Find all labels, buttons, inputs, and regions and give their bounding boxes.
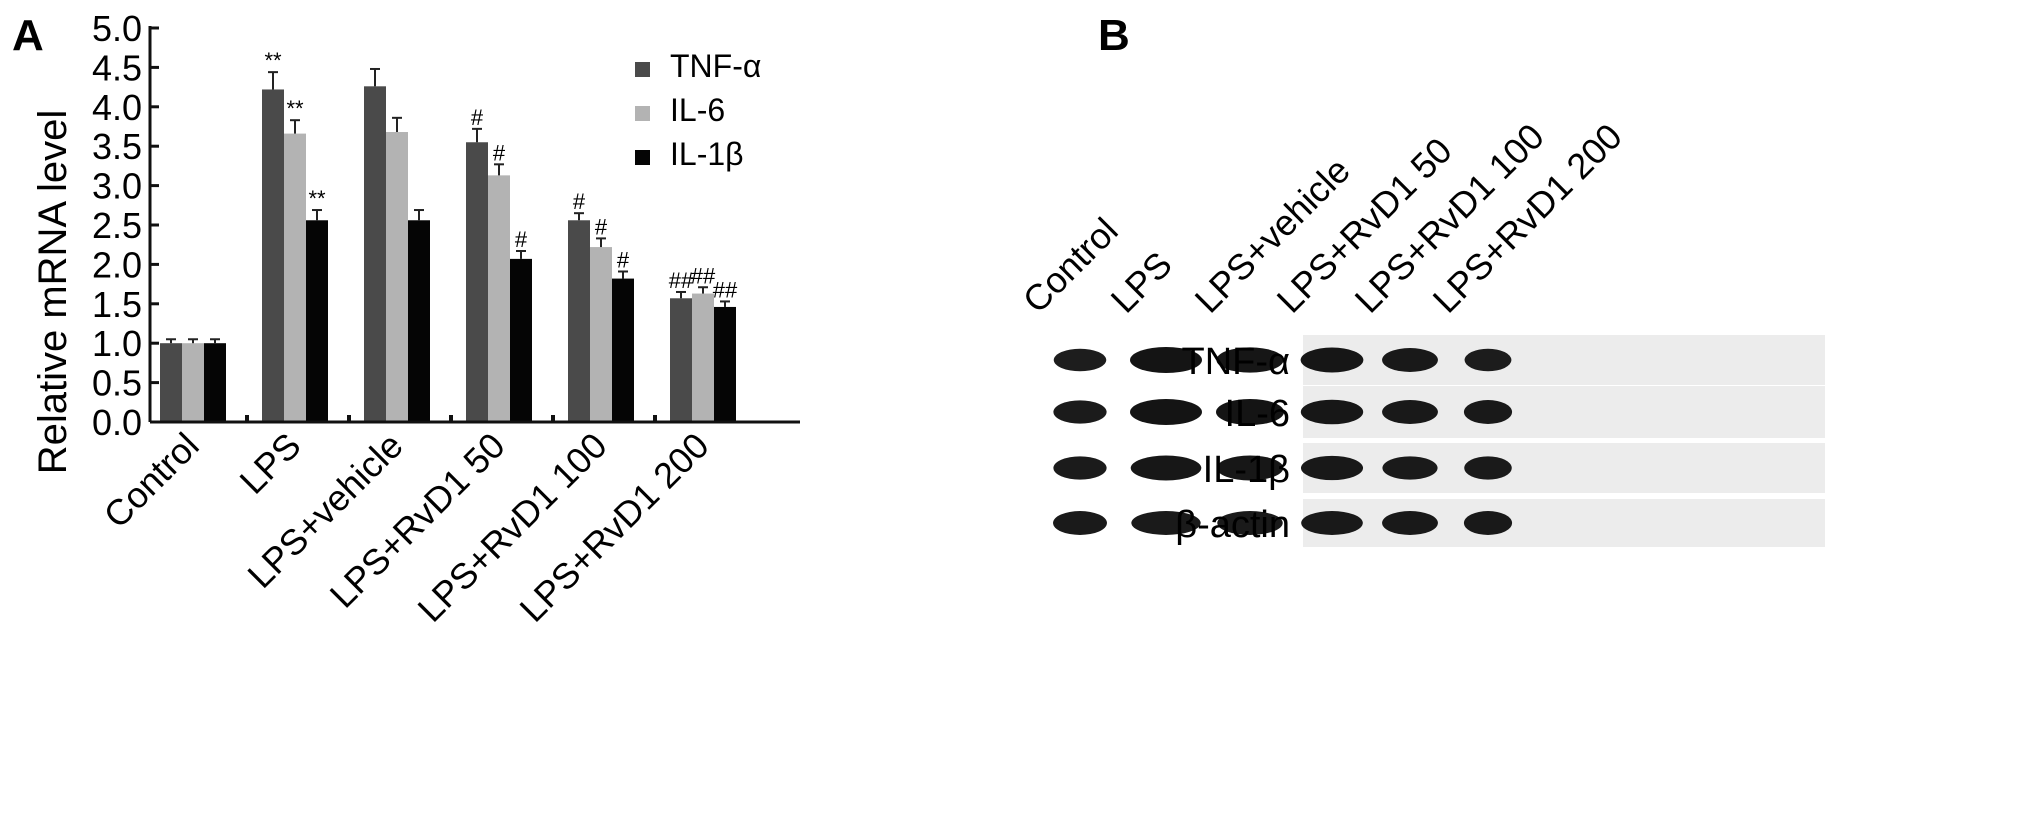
significance-label: # <box>471 105 484 130</box>
y-tick-label: 1.5 <box>92 284 142 325</box>
bar <box>306 220 328 422</box>
bar <box>488 175 510 422</box>
significance-label: ## <box>713 277 738 302</box>
x-tick-label: LPS <box>232 425 309 502</box>
blot-band <box>1300 347 1364 373</box>
legend-swatch <box>635 62 650 77</box>
y-tick-label: 1.0 <box>92 323 142 364</box>
blot-band <box>1382 400 1438 424</box>
significance-label: # <box>493 140 506 165</box>
blot-band <box>1053 400 1107 424</box>
blot-band <box>1464 456 1512 480</box>
blot-band <box>1130 399 1202 425</box>
y-tick-label: 5.0 <box>92 8 142 49</box>
significance-label: ** <box>286 96 304 121</box>
bar <box>692 293 714 422</box>
bar <box>714 306 736 422</box>
bar <box>466 142 488 422</box>
blot-band <box>1053 348 1107 372</box>
lane-label: Control <box>1015 210 1126 321</box>
panel-b-label: B <box>1098 11 1130 60</box>
bar <box>364 86 386 422</box>
y-tick-label: 0.0 <box>92 402 142 443</box>
blot-band <box>1463 511 1513 535</box>
legend-swatch <box>635 106 650 121</box>
bar <box>204 343 226 422</box>
blot-row-label: β-actin <box>1175 504 1290 546</box>
legend-swatch <box>635 150 650 165</box>
blot-band <box>1382 348 1438 372</box>
blot-band <box>1300 455 1364 481</box>
blot-band <box>1464 348 1512 372</box>
x-tick-label: LPS+RvD1 50 <box>322 425 513 616</box>
panel-a-label: A <box>12 11 44 60</box>
y-tick-label: 0.5 <box>92 363 142 404</box>
lane-label: LPS <box>1103 244 1180 321</box>
blot-row-label: IL-6 <box>1225 393 1290 435</box>
blot-strip <box>1303 443 1825 493</box>
y-axis-label: Relative mRNA level <box>31 110 75 475</box>
bar <box>182 343 204 422</box>
blot-strip <box>1303 386 1825 438</box>
significance-label: ## <box>691 263 716 288</box>
significance-label: # <box>617 247 630 272</box>
blot-band <box>1216 455 1284 481</box>
blot-band <box>1053 511 1107 535</box>
bar <box>284 133 306 423</box>
blot-band <box>1053 456 1107 480</box>
bar <box>670 298 692 422</box>
blot-band <box>1130 455 1202 481</box>
blot-strip <box>1303 499 1825 547</box>
legend-label: IL-1β <box>670 136 744 172</box>
blot-band <box>1216 399 1284 425</box>
significance-label: ** <box>264 48 282 73</box>
y-tick-label: 4.5 <box>92 47 142 88</box>
blot-band <box>1130 347 1202 373</box>
blot-band <box>1382 456 1438 480</box>
bar-chart: Relative mRNA level ******############ 0… <box>31 8 800 630</box>
y-tick-label: 4.0 <box>92 87 142 128</box>
bar <box>568 220 590 422</box>
blot-band <box>1301 511 1363 535</box>
blot-band <box>1463 400 1513 424</box>
blot-row-label: TNF-α <box>1182 341 1291 383</box>
legend-label: IL-6 <box>670 92 725 128</box>
blot-strip <box>1303 335 1825 385</box>
bar <box>262 89 284 423</box>
legend: TNF-α IL-6 IL-1β <box>635 48 761 172</box>
bar <box>612 278 634 422</box>
y-tick-label: 3.0 <box>92 166 142 207</box>
bar <box>386 132 408 423</box>
y-tick-label: 3.5 <box>92 126 142 167</box>
x-tick-label: LPS+RvD1 200 <box>511 425 716 630</box>
significance-label: ** <box>308 186 326 211</box>
y-tick-label: 2.5 <box>92 205 142 246</box>
bar <box>510 258 532 422</box>
bar <box>408 220 430 422</box>
blot-band <box>1217 511 1283 535</box>
blot-row-label: IL-1β <box>1203 449 1290 491</box>
blot-band <box>1216 347 1284 373</box>
blot-band <box>1382 511 1438 535</box>
significance-label: # <box>573 189 586 214</box>
y-tick-label: 2.0 <box>92 244 142 285</box>
bar <box>160 343 182 422</box>
legend-label: TNF-α <box>670 48 761 84</box>
significance-label: # <box>595 214 608 239</box>
blot-band <box>1131 511 1201 535</box>
bar-group: ******############ <box>160 48 738 423</box>
blot-band <box>1300 399 1364 425</box>
significance-label: ## <box>669 268 694 293</box>
bar <box>590 247 612 422</box>
significance-label: # <box>515 227 528 252</box>
